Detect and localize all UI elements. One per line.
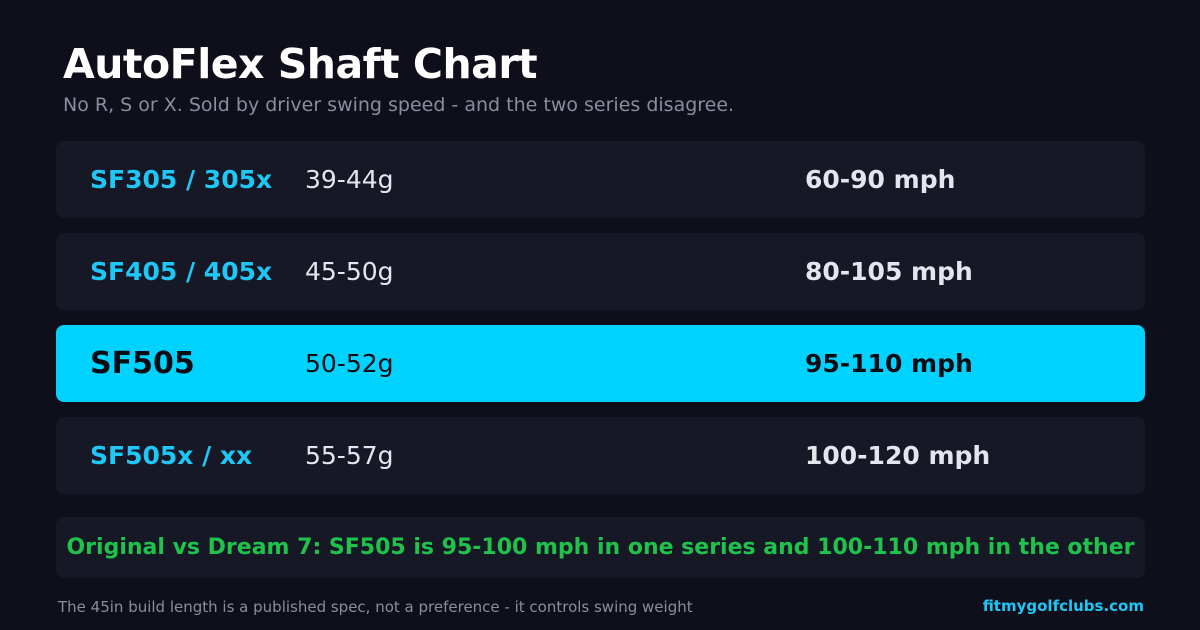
shaft-name: SF305 / 305x [90,165,273,194]
shaft-weight: 39-44g [305,165,394,194]
shaft-swing-speed: 80-105 mph [805,257,973,286]
series-comparison-note: Original vs Dream 7: SF505 is 95-100 mph… [56,517,1145,578]
site-link[interactable]: fitmygolfclubs.com [982,597,1144,615]
shaft-name: SF505x / xx [90,441,253,470]
shaft-row-sf505-highlighted: SF505 50-52g 95-110 mph [56,325,1145,402]
shaft-swing-speed: 60-90 mph [805,165,956,194]
shaft-name: SF505 [90,346,195,381]
shaft-table: SF305 / 305x 39-44g 60-90 mph SF405 / 40… [56,141,1145,509]
page-subtitle: No R, S or X. Sold by driver swing speed… [63,94,735,116]
shaft-row-sf305: SF305 / 305x 39-44g 60-90 mph [56,141,1145,218]
shaft-weight: 45-50g [305,257,394,286]
page-title: AutoFlex Shaft Chart [63,40,538,88]
shaft-swing-speed: 95-110 mph [805,349,973,378]
shaft-name: SF405 / 405x [90,257,273,286]
shaft-row-sf405: SF405 / 405x 45-50g 80-105 mph [56,233,1145,310]
shaft-swing-speed: 100-120 mph [805,441,991,470]
shaft-weight: 50-52g [305,349,394,378]
shaft-weight: 55-57g [305,441,394,470]
shaft-row-sf505x: SF505x / xx 55-57g 100-120 mph [56,417,1145,494]
footer-disclaimer: The 45in build length is a published spe… [58,598,693,616]
